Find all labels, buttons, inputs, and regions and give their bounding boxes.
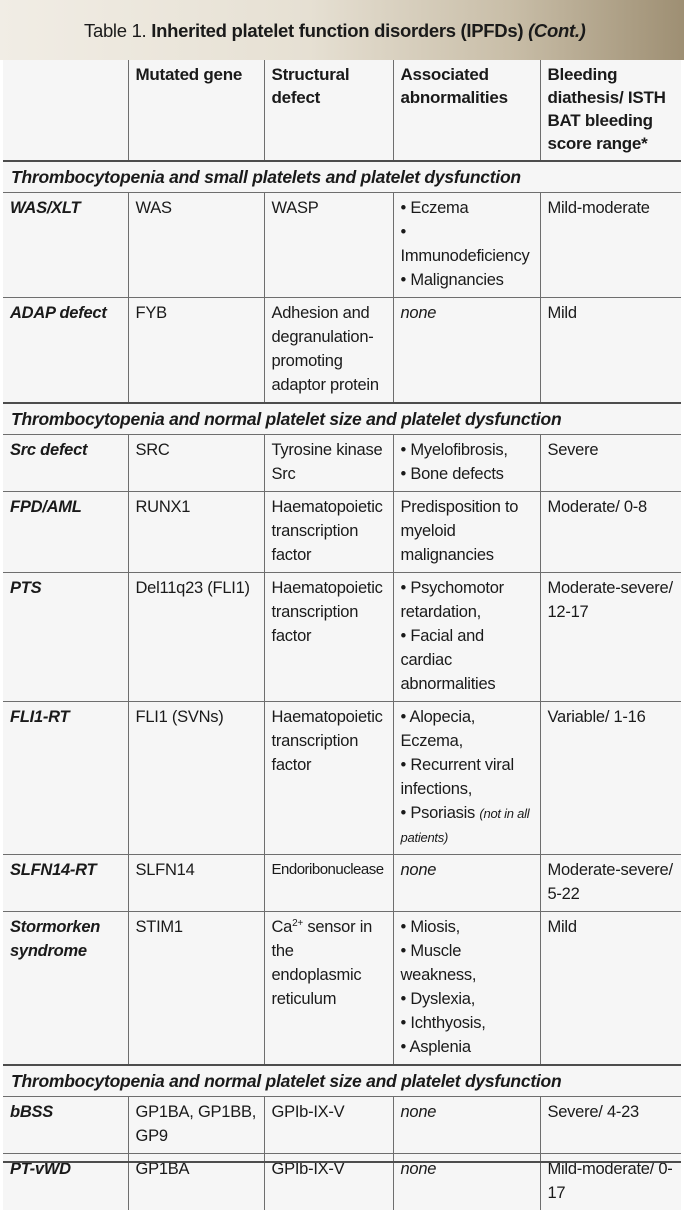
section-row: Thrombocytopenia and normal platelet siz…	[3, 1065, 681, 1097]
abnormality-item: • Malignancies	[401, 268, 534, 292]
mutated-gene: FYB	[128, 298, 264, 404]
structural-defect: Haematopoietic transcription factor	[264, 702, 393, 855]
bleeding-score: Mild	[540, 298, 681, 404]
associated-abnormalities: • Eczema • Immunodeficiency • Malignanci…	[393, 193, 540, 298]
abnormality-item-text: • Psoriasis	[401, 804, 476, 822]
associated-abnormalities: none	[393, 1097, 540, 1154]
mutated-gene: STIM1	[128, 912, 264, 1066]
mutated-gene: SLFN14	[128, 855, 264, 912]
calcium-charge: 2+	[292, 918, 303, 929]
disorder-name: bBSS	[3, 1097, 128, 1154]
section-row: Thrombocytopenia and normal platelet siz…	[3, 403, 681, 435]
header-bleeding-diathesis: Bleeding diathesis/ ISTH BAT bleeding sc…	[540, 60, 681, 161]
structural-defect: Ca2+ sensor in the endoplasmic reticulum	[264, 912, 393, 1066]
bottom-rule	[3, 1161, 681, 1163]
caption-prefix: Table 1.	[84, 20, 151, 41]
disorder-name: Stormorken syndrome	[3, 912, 128, 1066]
disorder-name: PTS	[3, 573, 128, 702]
calcium-symbol: Ca	[272, 918, 293, 936]
structural-defect: GPIb-IX-V	[264, 1097, 393, 1154]
abnormality-item: • Eczema	[401, 196, 534, 220]
caption-continued: (Cont.)	[528, 20, 585, 41]
abnormality-item: • Recurrent viral infections,	[401, 753, 534, 801]
structural-defect: Adhesion and degranulation-promoting ada…	[264, 298, 393, 404]
associated-abnormalities: • Psychomotor retardation, • Facial and …	[393, 573, 540, 702]
bleeding-score: Mild	[540, 912, 681, 1066]
bleeding-score: Moderate-severe/ 12-17	[540, 573, 681, 702]
table-row: bBSS GP1BA, GP1BB, GP9 GPIb-IX-V none Se…	[3, 1097, 681, 1154]
associated-abnormalities: • Myelofibrosis, • Bone defects	[393, 435, 540, 492]
associated-abnormalities: none	[393, 298, 540, 404]
mutated-gene: GP1BA, GP1BB, GP9	[128, 1097, 264, 1154]
table-row: Src defect SRC Tyrosine kinase Src • Mye…	[3, 435, 681, 492]
table-row: SLFN14-RT SLFN14 Endoribonuclease none M…	[3, 855, 681, 912]
abnormality-item: • Asplenia	[401, 1035, 534, 1059]
disorder-name: Src defect	[3, 435, 128, 492]
structural-defect: WASP	[264, 193, 393, 298]
structural-defect: Endoribonuclease	[264, 855, 393, 912]
abnormality-item: • Facial and cardiac abnormalities	[401, 624, 534, 696]
associated-abnormalities: • Miosis, • Muscle weakness, • Dyslexia,…	[393, 912, 540, 1066]
section-heading: Thrombocytopenia and small platelets and…	[3, 161, 681, 193]
header-row: Mutated gene Structural defect Associate…	[3, 60, 681, 161]
bleeding-score: Mild-moderate	[540, 193, 681, 298]
bleeding-score: Severe	[540, 435, 681, 492]
structural-defect: Tyrosine kinase Src	[264, 435, 393, 492]
abnormality-item: • Miosis,	[401, 915, 534, 939]
header-disorder	[3, 60, 128, 161]
abnormality-item: • Bone defects	[401, 462, 534, 486]
mutated-gene: RUNX1	[128, 492, 264, 573]
disorder-name: FLI1-RT	[3, 702, 128, 855]
table-row: WAS/XLT WAS WASP • Eczema • Immunodefici…	[3, 193, 681, 298]
associated-abnormalities: Predisposition to myeloid malignancies	[393, 492, 540, 573]
caption-title: Inherited platelet function disorders (I…	[151, 20, 523, 41]
structural-defect: Haematopoietic transcription factor	[264, 492, 393, 573]
section-heading: Thrombocytopenia and normal platelet siz…	[3, 403, 681, 435]
mutated-gene: FLI1 (SVNs)	[128, 702, 264, 855]
header-structural-defect: Structural defect	[264, 60, 393, 161]
abnormality-item: • Myelofibrosis,	[401, 438, 534, 462]
bleeding-score: Variable/ 1-16	[540, 702, 681, 855]
mutated-gene: Del11q23 (FLI1)	[128, 573, 264, 702]
section-heading: Thrombocytopenia and normal platelet siz…	[3, 1065, 681, 1097]
table-row: FPD/AML RUNX1 Haematopoietic transcripti…	[3, 492, 681, 573]
associated-abnormalities: none	[393, 855, 540, 912]
header-mutated-gene: Mutated gene	[128, 60, 264, 161]
table-caption: Table 1. Inherited platelet function dis…	[0, 0, 684, 60]
abnormality-item: • Psoriasis (not in all patients)	[401, 801, 534, 849]
table-row: FLI1-RT FLI1 (SVNs) Haematopoietic trans…	[3, 702, 681, 855]
page: Table 1. Inherited platelet function dis…	[0, 0, 684, 1166]
associated-abnormalities: • Alopecia, Eczema, • Recurrent viral in…	[393, 702, 540, 855]
abnormality-item: • Alopecia, Eczema,	[401, 705, 534, 753]
abnormality-item: • Ichthyosis,	[401, 1011, 534, 1035]
mutated-gene: WAS	[128, 193, 264, 298]
section-row: Thrombocytopenia and small platelets and…	[3, 161, 681, 193]
abnormality-item: • Immunodeficiency	[401, 220, 534, 268]
header-associated-abnormalities: Associated abnormalities	[393, 60, 540, 161]
table-row: Stormorken syndrome STIM1 Ca2+ sensor in…	[3, 912, 681, 1066]
ipfd-table: Mutated gene Structural defect Associate…	[3, 60, 681, 1210]
mutated-gene: SRC	[128, 435, 264, 492]
structural-defect: Haematopoietic transcription factor	[264, 573, 393, 702]
table-row: ADAP defect FYB Adhesion and degranulati…	[3, 298, 681, 404]
disorder-name: ADAP defect	[3, 298, 128, 404]
abnormality-item: • Muscle weakness,	[401, 939, 534, 987]
bleeding-score: Moderate/ 0-8	[540, 492, 681, 573]
abnormality-item: • Dyslexia,	[401, 987, 534, 1011]
bleeding-score: Severe/ 4-23	[540, 1097, 681, 1154]
disorder-name: WAS/XLT	[3, 193, 128, 298]
bleeding-score: Moderate-severe/ 5-22	[540, 855, 681, 912]
table-row: PTS Del11q23 (FLI1) Haematopoietic trans…	[3, 573, 681, 702]
abnormality-item: • Psychomotor retardation,	[401, 576, 534, 624]
disorder-name: SLFN14-RT	[3, 855, 128, 912]
disorder-name: FPD/AML	[3, 492, 128, 573]
